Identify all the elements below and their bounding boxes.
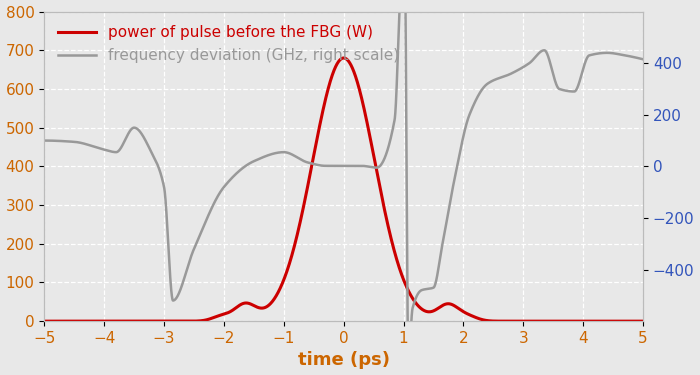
frequency deviation (GHz, right scale) (394, 32, 402, 36)
power of pulse before the FBG (W) (516, 319, 524, 323)
frequency deviation (GHz, right scale) (639, 57, 648, 62)
power of pulse before the FBG (W) (257, 306, 265, 310)
frequency deviation (GHz, right scale) (421, 287, 429, 291)
frequency deviation (GHz, right scale) (516, 66, 524, 71)
power of pulse before the FBG (W) (395, 264, 403, 268)
power of pulse before the FBG (W) (70, 319, 78, 323)
X-axis label: time (ps): time (ps) (298, 351, 390, 369)
frequency deviation (GHz, right scale) (484, 81, 493, 86)
frequency deviation (GHz, right scale) (404, 358, 412, 362)
frequency deviation (GHz, right scale) (70, 140, 78, 144)
frequency deviation (GHz, right scale) (257, 156, 265, 160)
power of pulse before the FBG (W) (484, 318, 493, 323)
frequency deviation (GHz, right scale) (40, 138, 48, 143)
power of pulse before the FBG (W) (421, 309, 429, 313)
Line: frequency deviation (GHz, right scale): frequency deviation (GHz, right scale) (44, 0, 643, 360)
power of pulse before the FBG (W) (639, 319, 648, 323)
power of pulse before the FBG (W) (40, 319, 48, 323)
Legend: power of pulse before the FBG (W), frequency deviation (GHz, right scale): power of pulse before the FBG (W), frequ… (52, 19, 406, 69)
power of pulse before the FBG (W) (340, 56, 348, 60)
Line: power of pulse before the FBG (W): power of pulse before the FBG (W) (44, 58, 643, 321)
